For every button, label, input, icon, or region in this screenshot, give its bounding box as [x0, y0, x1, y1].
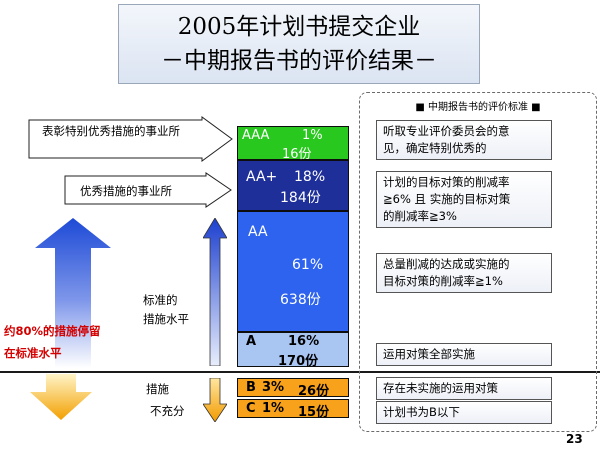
- insufficient-label: 措施 不充分: [146, 378, 185, 422]
- rating-aa-plus-count: 184份: [280, 190, 321, 206]
- page-number: 23: [566, 432, 583, 446]
- rating-b: B 3% 26份: [237, 378, 349, 399]
- standard-level-line-2: 措施水平: [143, 312, 189, 326]
- rating-aa-plus: AA+ 18% 184份: [237, 160, 349, 211]
- callout-excellent-commend: 表彰特别优秀措施的事业所: [28, 116, 233, 162]
- insufficient-line-2: 不充分: [150, 404, 185, 418]
- rating-c-percent: 1%: [262, 401, 285, 416]
- criteria-aa-plus-line-3: 的削减率≧3%: [383, 209, 457, 223]
- majority-up-arrow-icon: [35, 218, 111, 368]
- standards-header: ■ 中期报告书的评价标准 ■: [415, 102, 541, 113]
- standards-panel: [359, 92, 597, 432]
- criteria-aa-line-2: 目标对策的削减率≧1%: [383, 274, 503, 288]
- majority-note-line-2: 在标准水平: [4, 346, 62, 360]
- criteria-b-line-1: 存在未实施的运用对策: [383, 381, 498, 395]
- criteria-c-line-1: 计划书为B以下: [383, 405, 460, 419]
- rating-a: A 16% 170份: [237, 332, 349, 369]
- callout-excellent-commend-label: 表彰特别优秀措施的事业所: [42, 124, 180, 138]
- criteria-aa: 总量削减的达成或实施的 目标对策的削减率≧1%: [376, 253, 552, 293]
- majority-note: 约80%的措施停留 在标准水平: [4, 320, 101, 364]
- criteria-b: 存在未实施的运用对策: [376, 377, 552, 400]
- rating-aa-percent: 61%: [292, 257, 324, 273]
- standard-up-arrow-icon: [203, 218, 227, 366]
- rating-a-grade: A: [246, 334, 257, 349]
- title-box: 2005年计划书提交企业 －中期报告书的评价结果－: [118, 4, 480, 84]
- rating-b-count: 26份: [298, 384, 330, 399]
- rating-aaa-percent: 1%: [302, 128, 323, 143]
- criteria-aaa: 听取专业评价委员会的意 见，确定特别优秀的: [376, 120, 552, 160]
- criteria-aaa-line-1: 听取专业评价委员会的意: [383, 124, 510, 138]
- rating-aaa-count: 16份: [282, 147, 312, 162]
- title-line-1: 2005年计划书提交企业: [177, 14, 421, 40]
- criteria-a-line-1: 运用对策全部实施: [383, 347, 475, 361]
- rating-c-grade: C: [246, 401, 256, 416]
- insufficient-line-1: 措施: [146, 382, 169, 396]
- criteria-aa-plus-line-1: 计划的目标对策的削减率: [383, 175, 510, 189]
- rating-aa-count: 638份: [280, 292, 321, 308]
- rating-aa-grade: AA: [248, 224, 268, 240]
- criteria-aaa-line-2: 见，确定特别优秀的: [383, 141, 487, 155]
- rating-aaa: AAA 1% 16份: [237, 126, 349, 162]
- standard-level-label: 标准的 措施水平: [143, 291, 189, 329]
- insufficient-down-arrow-icon: [30, 374, 92, 420]
- majority-note-line-1: 约80%的措施停留: [4, 324, 101, 338]
- rating-b-percent: 3%: [262, 380, 285, 395]
- rating-a-count: 170份: [278, 354, 319, 369]
- callout-excellent-commend-text: 表彰特别优秀措施的事业所: [42, 124, 192, 139]
- rating-aa-plus-grade: AA+: [246, 169, 278, 185]
- rating-aa: AA 61% 638份: [237, 211, 349, 332]
- criteria-aa-plus-line-2: ≧6% 且 实施的目标对策: [383, 192, 511, 206]
- criteria-a: 运用对策全部实施: [376, 343, 552, 366]
- rating-c-count: 15份: [298, 405, 330, 420]
- insufficient-thin-down-arrow-icon: [203, 378, 227, 422]
- criteria-aa-plus: 计划的目标对策的削减率 ≧6% 且 实施的目标对策 的削减率≧3%: [376, 171, 552, 228]
- callout-excellent: 优秀措施的事业所: [64, 172, 232, 208]
- criteria-c: 计划书为B以下: [376, 401, 552, 424]
- standard-level-line-1: 标准的: [143, 293, 178, 307]
- criteria-aa-line-1: 总量削减的达成或实施的: [383, 257, 510, 271]
- rating-aa-plus-percent: 18%: [294, 169, 326, 185]
- title-line-2: －中期报告书的评价结果－: [161, 48, 437, 74]
- rating-b-grade: B: [246, 380, 256, 395]
- callout-excellent-text: 优秀措施的事业所: [80, 184, 172, 198]
- rating-aaa-grade: AAA: [242, 128, 270, 143]
- rating-c: C 1% 15份: [237, 399, 349, 420]
- divider-line: [0, 371, 600, 373]
- rating-a-percent: 16%: [288, 334, 320, 349]
